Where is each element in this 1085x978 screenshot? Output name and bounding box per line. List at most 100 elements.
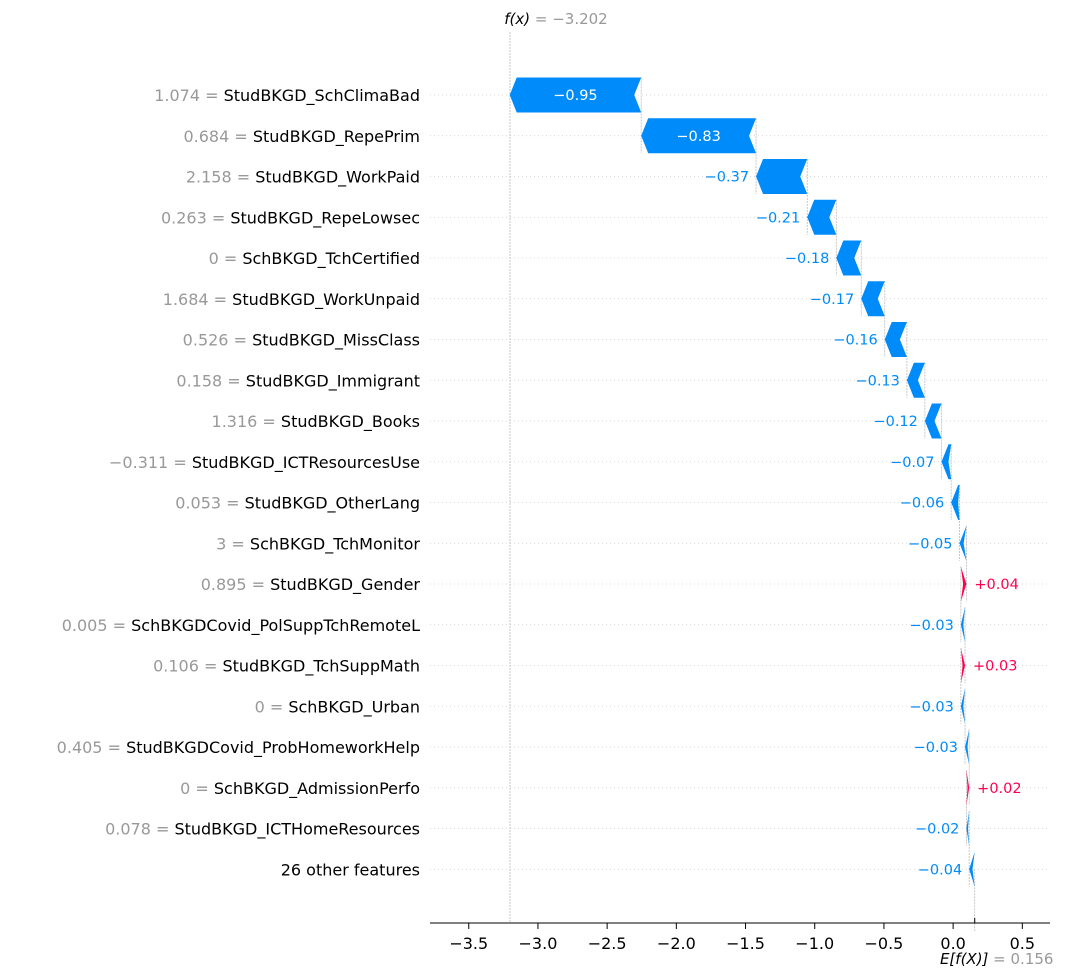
- feature-label: 26 other features: [281, 860, 420, 879]
- fx-annotation-text: f(x) = −3.202: [504, 10, 608, 28]
- base-label: E[f(X)]: [940, 950, 989, 968]
- base-value-annotation: E[f(X)] = 0.156: [940, 950, 1054, 968]
- feature-name: 26 other features: [281, 860, 420, 879]
- feature-value: 0.526 =: [183, 331, 252, 350]
- waterfall-bar: [959, 525, 967, 561]
- feature-name: StudBKGD_TchSuppMath: [222, 657, 420, 677]
- x-tick-label: 0.0: [940, 934, 965, 953]
- waterfall-bar: [906, 362, 925, 398]
- fx-label: f(x): [504, 10, 530, 28]
- bar-value-label: −0.07: [890, 455, 934, 471]
- feature-value: 0.106 =: [153, 657, 222, 676]
- feature-name: SchBKGD_TchCertified: [242, 249, 420, 269]
- feature-label: 0 = SchBKGD_TchCertified: [209, 249, 420, 269]
- bar-value-label: −0.04: [918, 862, 962, 878]
- feature-label: 0.263 = StudBKGD_RepeLowsec: [161, 208, 420, 228]
- bar-value-label: −0.95: [553, 88, 597, 104]
- feature-label: 1.316 = StudBKGD_Books: [212, 412, 420, 432]
- feature-value: 0.053 =: [175, 494, 244, 513]
- feature-name: StudBKGD_Immigrant: [246, 371, 420, 391]
- fx-annotation: f(x) = −3.202: [504, 10, 608, 28]
- bar-value-label: −0.18: [785, 251, 829, 267]
- x-tick-label: −1.0: [795, 934, 834, 953]
- fx-value: = −3.202: [530, 10, 608, 28]
- bar-value-label: −0.05: [908, 536, 952, 552]
- waterfall-bar: [951, 485, 960, 520]
- bar-value-label: +0.02: [977, 781, 1021, 797]
- feature-name: StudBKGD_MissClass: [252, 331, 420, 351]
- bar-value-label: −0.03: [914, 740, 958, 756]
- feature-value: 1.316 =: [212, 412, 281, 431]
- bar-value-label: −0.83: [676, 129, 720, 145]
- feature-label: 0.526 = StudBKGD_MissClass: [183, 331, 420, 351]
- feature-value: 0.405 =: [57, 738, 126, 757]
- waterfall-bar: [807, 199, 837, 235]
- bar-value-label: −0.12: [873, 414, 917, 430]
- feature-name: StudBKGD_ICTHomeResources: [174, 820, 420, 840]
- bar-value-label: −0.06: [900, 496, 944, 512]
- feature-name: SchBKGD_Urban: [288, 697, 420, 717]
- feature-name: StudBKGD_Gender: [270, 575, 420, 595]
- x-tick-label: −2.5: [588, 934, 627, 953]
- x-axis: −3.5 −3.0 −2.5 −2.0 −1.5 −1.0 −0.5 0.0 0.5: [430, 918, 1050, 953]
- feature-value: 2.158 =: [186, 168, 255, 187]
- feature-label: 0.053 = StudBKGD_OtherLang: [175, 494, 420, 514]
- feature-label: 0.684 = StudBKGD_RepePrim: [183, 127, 420, 147]
- bar-value-label: −0.17: [810, 292, 854, 308]
- feature-labels: −0.95 1.074 = StudBKGD_SchClimaBad −0.83 0.…: [57, 86, 1022, 879]
- feature-name: SchBKGDCovid_PolSuppTchRemoteL: [131, 616, 420, 636]
- feature-label: 3 = SchBKGD_TchMonitor: [216, 534, 420, 554]
- bar-value-label: −0.02: [915, 822, 959, 838]
- feature-label: 0 = SchBKGD_Urban: [255, 697, 420, 717]
- waterfall-bar: [960, 607, 966, 643]
- feature-name: StudBKGD_RepeLowsec: [230, 208, 420, 228]
- waterfall-bar: [924, 403, 942, 439]
- feature-name: StudBKGD_WorkPaid: [255, 168, 420, 188]
- base-value-text: E[f(X)] = 0.156: [940, 950, 1054, 968]
- bar-value-label: +0.03: [973, 659, 1017, 675]
- x-tick-label: −0.5: [864, 934, 903, 953]
- feature-value: 3 =: [216, 534, 250, 553]
- waterfall-bar: [756, 159, 808, 194]
- feature-value: 0.263 =: [161, 208, 230, 227]
- waterfall-bar: [960, 688, 966, 724]
- x-tick-label: 0.5: [1010, 934, 1035, 953]
- x-tick-label: −2.0: [657, 934, 696, 953]
- x-tick-label: −3.5: [449, 934, 488, 953]
- feature-label: 1.684 = StudBKGD_WorkUnpaid: [163, 290, 420, 310]
- feature-name: StudBKGD_RepePrim: [253, 127, 420, 147]
- waterfall-bar: [969, 851, 975, 887]
- feature-value: 0 =: [209, 249, 243, 268]
- bar-value-label: −0.13: [855, 373, 899, 389]
- feature-value: 1.684 =: [163, 290, 232, 309]
- feature-label: 1.074 = StudBKGD_SchClimaBad: [154, 86, 420, 106]
- feature-label: 0.106 = StudBKGD_TchSuppMath: [153, 657, 420, 677]
- base-value: = 0.156: [988, 950, 1053, 968]
- feature-name: StudBKGDCovid_ProbHomeworkHelp: [126, 738, 420, 758]
- waterfall-bar: [965, 729, 970, 765]
- waterfall-bar: [861, 281, 885, 317]
- feature-value: 0 =: [180, 779, 214, 798]
- feature-label: 0.895 = StudBKGD_Gender: [201, 575, 421, 595]
- waterfall-bar: [641, 118, 757, 154]
- reference-lines: [509, 32, 976, 931]
- feature-name: StudBKGD_WorkUnpaid: [232, 290, 420, 310]
- feature-name: StudBKGD_ICTResourcesUse: [192, 453, 420, 473]
- x-tick-label: −3.0: [519, 934, 558, 953]
- feature-name: SchBKGD_TchMonitor: [250, 534, 421, 554]
- waterfall-bar: [836, 240, 862, 276]
- feature-name: SchBKGD_AdmissionPerfo: [214, 779, 420, 799]
- feature-value: 0 =: [255, 697, 289, 716]
- waterfall-bar: [960, 566, 967, 602]
- bar-value-label: −0.16: [833, 333, 877, 349]
- waterfall-bar: [966, 770, 970, 806]
- feature-value: 0.895 =: [201, 575, 270, 594]
- feature-name: StudBKGD_Books: [281, 412, 420, 432]
- feature-label: −0.311 = StudBKGD_ICTResourcesUse: [109, 453, 420, 473]
- bar-value-label: −0.37: [705, 170, 749, 186]
- bar-value-label: −0.21: [756, 210, 800, 226]
- bars: [509, 77, 975, 887]
- waterfall-bar: [966, 811, 970, 846]
- waterfall-bar: [509, 77, 642, 113]
